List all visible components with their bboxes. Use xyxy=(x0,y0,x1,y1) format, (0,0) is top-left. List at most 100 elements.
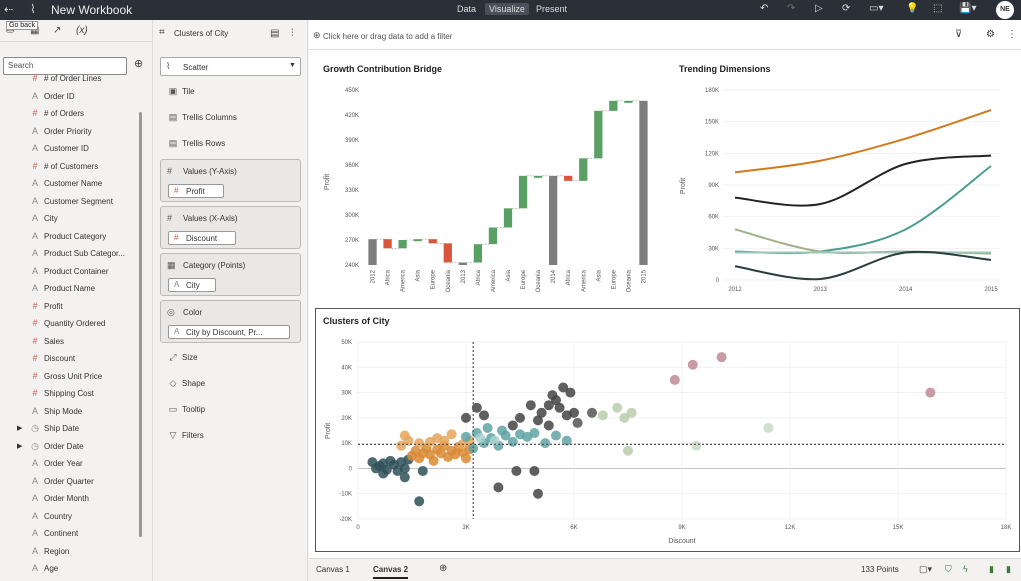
play-icon[interactable]: ▷ xyxy=(815,3,823,14)
lightning-icon[interactable]: ϟ xyxy=(963,564,968,574)
data-tab-icon[interactable]: ⛁ xyxy=(6,25,15,36)
waterfall-bar xyxy=(398,240,407,249)
undo-icon[interactable]: ↶ xyxy=(760,3,769,14)
field-item[interactable]: # Discount xyxy=(0,352,140,368)
layers-tab-icon[interactable]: ▦ xyxy=(30,25,40,36)
drop-target[interactable]: ◎ Color A City by Discount, Pr... xyxy=(160,300,301,343)
assigned-field-pill[interactable]: # Profit xyxy=(168,184,224,198)
attribute-icon: A xyxy=(174,327,180,336)
y-tick-label: 270K xyxy=(345,238,359,244)
field-search-input[interactable]: Search xyxy=(3,57,127,75)
scatter-point xyxy=(569,407,579,418)
refresh-data-icon[interactable]: ⟳ xyxy=(842,3,851,14)
field-item[interactable]: A Customer Name xyxy=(0,177,140,193)
mode-data[interactable]: Data xyxy=(457,4,477,14)
field-item[interactable]: # Sales xyxy=(0,335,140,351)
expand-caret-icon[interactable]: ▶ xyxy=(17,425,23,432)
scatter-point xyxy=(554,402,565,413)
more-options-icon[interactable]: ⋮ xyxy=(1007,29,1017,40)
analytics-tab-icon[interactable]: ↗ xyxy=(53,25,62,36)
calculations-tab[interactable]: (x) xyxy=(76,25,88,36)
canvas-settings-icon[interactable]: ⚙ xyxy=(986,29,995,40)
redo-icon[interactable]: ↷ xyxy=(787,3,796,14)
scatter-point xyxy=(587,407,597,418)
tab-canvas-2[interactable]: Canvas 2 xyxy=(373,565,409,579)
field-item[interactable]: A Order Priority xyxy=(0,125,140,141)
tab-canvas-1[interactable]: Canvas 1 xyxy=(316,565,350,574)
field-item[interactable]: A Product Sub Categor... xyxy=(0,247,140,263)
field-item[interactable]: # # of Customers xyxy=(0,160,140,176)
drop-target[interactable]: # Values (X-Axis) # Discount xyxy=(160,206,301,249)
attribute-icon: A xyxy=(174,280,180,289)
scatter-point xyxy=(403,435,414,446)
filter-bar[interactable]: ⊕ Click here or drag data to add a filte… xyxy=(309,20,1021,50)
field-item[interactable]: A Product Name xyxy=(0,282,140,298)
field-item[interactable]: ▶ ◷ Order Date xyxy=(0,440,140,456)
field-item[interactable]: A Order Month xyxy=(0,492,140,508)
add-canvas-icon[interactable]: ⊕ xyxy=(439,563,448,574)
save-menu-icon[interactable]: 💾▾ xyxy=(959,3,977,14)
user-avatar[interactable]: NE xyxy=(996,1,1014,19)
export-icon[interactable]: ⬚ xyxy=(933,3,943,14)
field-item[interactable]: # Shipping Cost xyxy=(0,387,140,403)
x-tick-label: Asia xyxy=(506,269,512,281)
field-item[interactable]: A Continent xyxy=(0,527,140,543)
mode-present[interactable]: Present xyxy=(536,4,568,14)
mode-visualize[interactable]: Visualize xyxy=(485,3,529,15)
field-item[interactable]: A Customer ID xyxy=(0,142,140,158)
field-item[interactable]: A Order Quarter xyxy=(0,475,140,491)
waterfall-panel[interactable]: Growth Contribution Bridge 240K 270K 300K 3… xyxy=(315,58,659,304)
assigned-field-pill[interactable]: # Discount xyxy=(168,231,236,245)
shield-icon[interactable]: ⛉ xyxy=(945,564,952,574)
add-filter-icon[interactable]: ⊕ xyxy=(313,30,321,40)
panel-left-icon[interactable]: ▮ xyxy=(989,564,994,574)
field-item[interactable]: A Product Category xyxy=(0,230,140,246)
chart-type-value: Scatter xyxy=(183,63,209,72)
field-item[interactable]: A Ship Mode xyxy=(0,405,140,421)
cluster-panel[interactable]: Clusters of City -20K -10K 0 10K 20K 30K 40K 50… xyxy=(315,308,1020,552)
field-item[interactable]: A Customer Segment xyxy=(0,195,140,211)
add-data-icon[interactable]: ⊕ xyxy=(134,58,144,70)
field-item[interactable]: # Gross Unit Price xyxy=(0,370,140,386)
back-arrow-icon[interactable]: ⇠ xyxy=(4,4,14,16)
comment-menu-icon[interactable]: ▭▾ xyxy=(869,3,884,14)
field-list-scrollbar[interactable] xyxy=(139,112,142,537)
field-item[interactable]: # Quantity Ordered xyxy=(0,317,140,333)
properties-icon[interactable]: ▤ xyxy=(270,28,280,39)
field-item[interactable]: A City xyxy=(0,212,140,228)
filter-placeholder[interactable]: Click here or drag data to add a filter xyxy=(323,32,453,41)
insights-bulb-icon[interactable]: 💡 xyxy=(906,3,919,14)
trending-panel[interactable]: Trending Dimensions 0 30K 60K 90K 120K 150K 18… xyxy=(671,58,1015,304)
drop-target[interactable]: ▦ Category (Points) A City xyxy=(160,253,301,296)
attribute-icon: A xyxy=(31,458,38,468)
field-item[interactable]: # Profit xyxy=(0,300,140,316)
workbook-title[interactable]: New Workbook xyxy=(51,3,133,17)
field-item[interactable]: A Product Container xyxy=(0,265,140,281)
grammar-settings-icon[interactable]: ⫶ xyxy=(291,28,294,39)
assigned-field-pill[interactable]: A City by Discount, Pr... xyxy=(168,325,290,339)
chart-type-select[interactable]: ⌇ Scatter ▼ xyxy=(160,57,301,76)
assigned-field-pill[interactable]: A City xyxy=(168,278,216,292)
field-label: Shipping Cost xyxy=(44,389,94,398)
field-item[interactable]: A Age xyxy=(0,562,140,578)
field-label: Quantity Ordered xyxy=(44,319,106,328)
field-item[interactable]: A Order Year xyxy=(0,457,140,473)
expand-caret-icon[interactable]: ▶ xyxy=(17,442,23,450)
field-item[interactable]: ▶ ◷ Ship Date xyxy=(0,422,140,438)
selection-menu-icon[interactable]: ▢▾ xyxy=(919,564,933,574)
drop-target[interactable]: # Values (Y-Axis) # Profit xyxy=(160,159,301,202)
clock-icon: ◷ xyxy=(31,440,39,451)
panel-right-icon[interactable]: ▮ xyxy=(1006,564,1011,574)
field-item[interactable]: # # of Orders xyxy=(0,107,140,123)
field-label: Continent xyxy=(44,529,79,538)
field-label: Order Year xyxy=(44,459,83,468)
scatter-point xyxy=(543,420,554,431)
filter-toggle-icon[interactable]: ⊽ xyxy=(955,29,963,40)
field-item[interactable]: A Country xyxy=(0,510,140,526)
field-label: Order Date xyxy=(44,441,84,451)
field-item[interactable]: A Region xyxy=(0,545,140,561)
field-item[interactable]: # # of Order Lines xyxy=(0,72,140,88)
y-tick-label: 30K xyxy=(708,246,719,252)
field-item[interactable]: A Order ID xyxy=(0,90,140,106)
scatter-point xyxy=(399,463,410,474)
